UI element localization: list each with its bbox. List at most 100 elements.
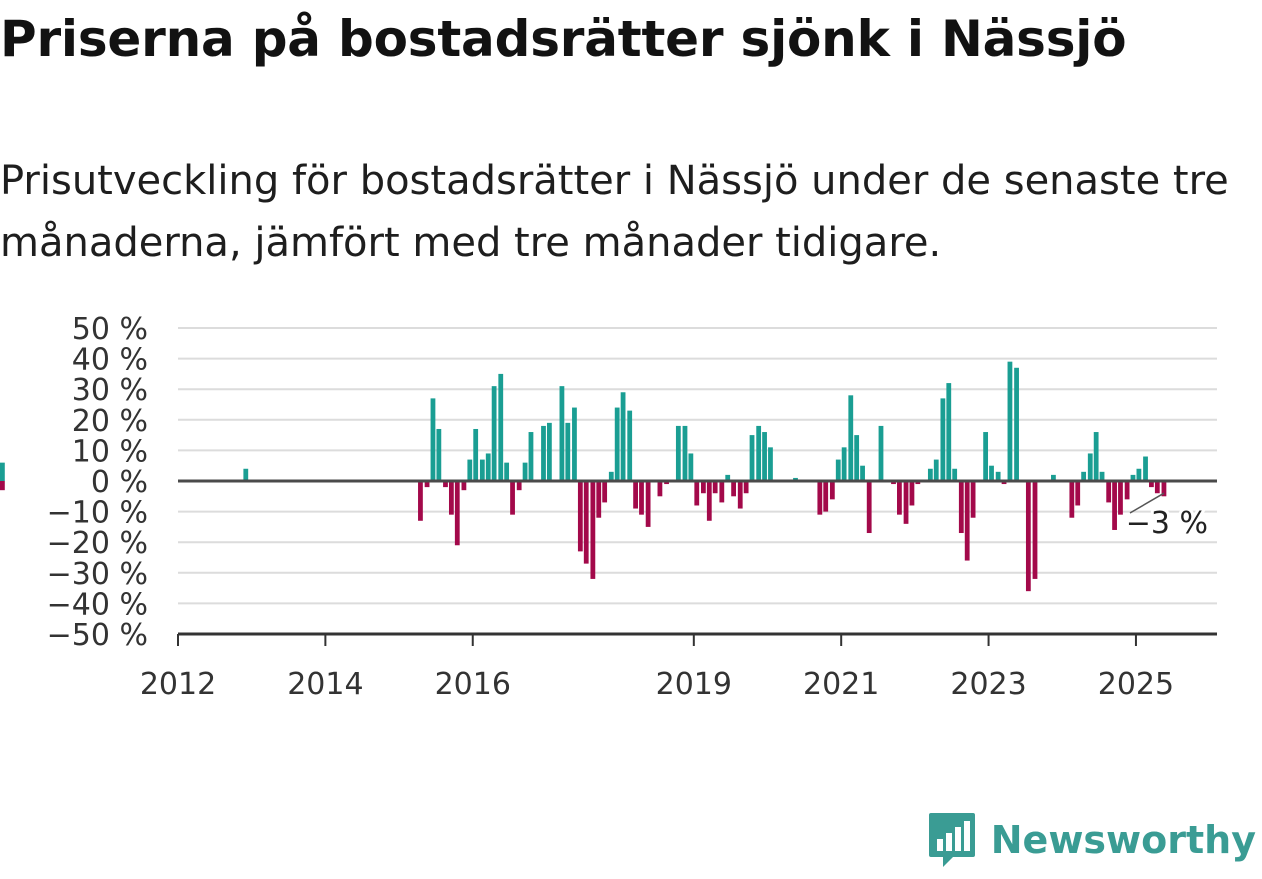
y-tick-label: 50 % [72,312,148,347]
gridlines [178,327,1217,605]
x-tick-label: 2021 [803,667,879,702]
bar [243,468,249,481]
bar [590,481,596,579]
last-value-leader [1129,492,1165,514]
bar [1001,481,1007,485]
bars [0,361,1167,592]
bar [749,435,755,481]
bar [933,459,939,481]
bar [1106,481,1112,503]
bar [608,471,614,481]
bar [1136,468,1142,481]
bar [1007,361,1013,481]
bar [1069,481,1075,518]
bar [737,481,743,509]
bar [835,459,841,481]
bar [565,422,571,481]
bar [1130,474,1136,481]
axes [177,479,1217,646]
y-tick-label: −40 % [47,587,148,622]
bar [756,425,762,481]
bar [559,386,565,481]
bar [546,422,552,481]
bar [522,462,528,481]
bar [664,481,669,485]
bar [1112,481,1117,530]
bar [1081,471,1087,481]
bar [823,481,829,512]
bar [1161,481,1167,497]
bar [1124,481,1130,500]
bar [1051,474,1056,481]
x-tick-label: 2016 [435,667,511,702]
bar [891,481,896,485]
bar [743,481,749,494]
bar [443,481,448,488]
bar [1154,481,1160,494]
bar [701,481,706,494]
bar [510,481,515,515]
bar [952,468,958,481]
bar [583,481,589,564]
y-tick-label: 20 % [72,404,148,439]
bar [762,432,767,481]
bar [528,432,534,481]
bar [645,481,651,527]
bar [848,395,854,481]
bar [983,432,989,481]
bar [1093,432,1099,481]
bar [491,386,497,481]
y-tick-label: −50 % [47,618,148,653]
bar [688,453,694,481]
x-tick-label: 2023 [950,667,1026,702]
bar [964,481,970,561]
bar [467,459,473,481]
bar [541,425,546,481]
bar [995,471,1001,481]
y-tick-label: −30 % [47,557,148,592]
bar [572,407,577,481]
bar [1087,453,1093,481]
bar [866,481,872,534]
bar [448,481,454,515]
x-tick-label: 2019 [656,667,732,702]
bar [620,392,626,481]
bar [639,481,644,515]
bar [682,425,688,481]
bar [768,447,773,481]
bar [793,477,798,481]
y-tick-label: 10 % [72,434,148,469]
y-tick-label: −20 % [47,526,148,561]
bar [878,425,884,481]
y-tick-label: 30 % [72,373,148,408]
bar [1075,481,1081,506]
bar [473,428,479,481]
bar [479,459,485,481]
bar [712,481,718,494]
bar [903,481,909,524]
page-subtitle: Prisutveckling för bostadsrätter i Nässj… [0,158,1229,266]
bar [1149,481,1154,488]
bar [725,474,731,481]
bar [633,481,638,509]
bar [829,481,835,500]
bar [430,398,436,481]
tick-labels: 50 %40 %30 %20 %10 %0 %−10 %−20 %−30 %−4… [47,312,1211,702]
y-tick-label: −10 % [47,496,148,531]
bar [614,407,620,481]
bar [1143,456,1148,481]
last-value-label: −3 % [1126,506,1208,541]
y-tick-label: 40 % [72,343,148,378]
bar-chart-logo-icon [928,813,975,867]
bar [897,481,902,515]
bar [0,481,5,491]
bar [627,410,633,481]
x-tick-label: 2014 [287,667,363,702]
bar [694,481,700,506]
bar [436,428,442,481]
bar [504,462,510,481]
bar [927,468,933,481]
bar [719,481,725,503]
bar [1032,481,1038,579]
bar [1014,367,1019,481]
